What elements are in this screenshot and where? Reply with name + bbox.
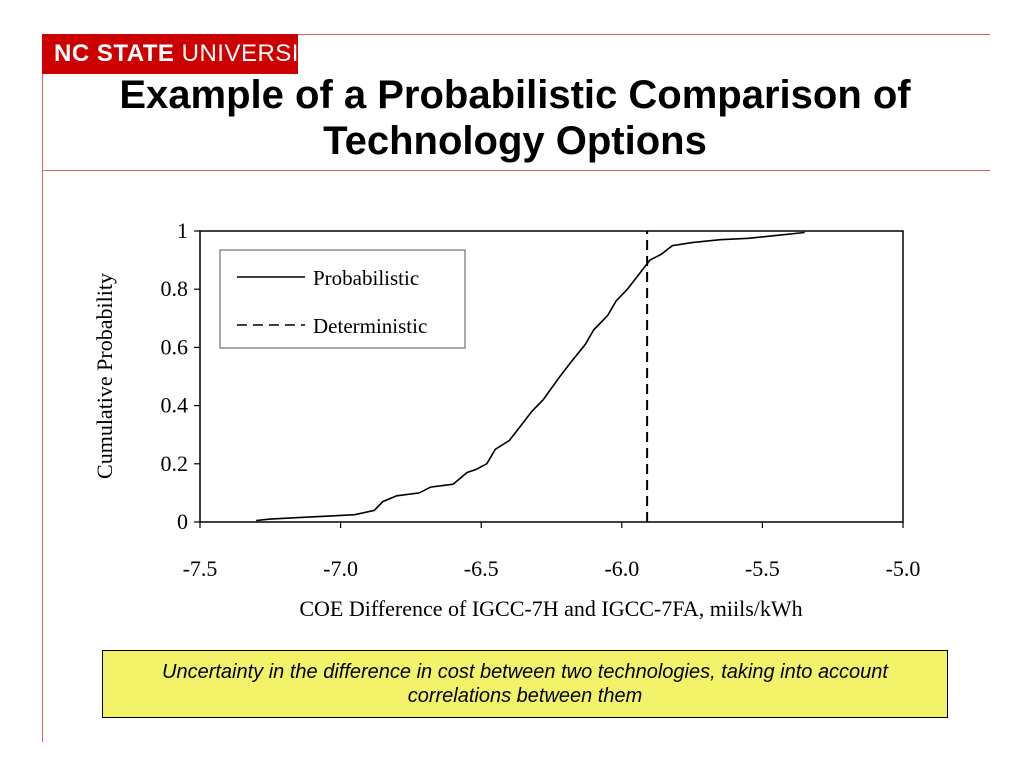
university-logo: NC STATE UNIVERSITY: [42, 34, 330, 74]
legend-label-probabilistic: Probabilistic: [313, 266, 419, 290]
y-tick-label: 0.4: [161, 393, 189, 418]
caption-text: Uncertainty in the difference in cost be…: [162, 661, 888, 707]
y-tick-label: 0.6: [161, 334, 189, 359]
x-tick-label: -5.0: [886, 556, 921, 581]
top-accent-rule: [42, 34, 990, 35]
cdf-chart: 00.20.40.60.81 -7.5 -7.0 -6.5 -6.0 -5.5 -5.0 …: [92, 218, 921, 621]
left-accent-rule: [42, 34, 43, 742]
x-tick-label: -7.5: [183, 556, 218, 581]
x-tick-label: -7.0: [323, 556, 358, 581]
series-line-probabilistic: [256, 231, 805, 522]
legend-label-deterministic: Deterministic: [313, 314, 427, 338]
legend-box: [219, 249, 466, 349]
y-tick-label: 0: [177, 509, 188, 534]
slide-title: Example of a Probabilistic Comparison of…: [119, 73, 911, 163]
y-tick-label: 1: [177, 218, 188, 243]
legend: Probabilistic Deterministic: [219, 249, 466, 349]
title-divider-rule: [42, 170, 990, 171]
caption-box: Uncertainty in the difference in cost be…: [102, 650, 948, 718]
x-tick-label: -6.0: [604, 556, 639, 581]
y-tick-label: 0.8: [161, 276, 189, 301]
x-axis-label: COE Difference of IGCC-7H and IGCC-7FA, …: [299, 596, 802, 621]
brand-light-text: UNIVERSITY: [181, 40, 331, 67]
y-tick-label: 0.2: [161, 451, 189, 476]
brand-bold-text: NC STATE: [54, 40, 175, 67]
plot-area: [199, 230, 904, 523]
x-tick-label: -5.5: [745, 556, 780, 581]
x-tick-label: -6.5: [464, 556, 499, 581]
y-axis-label: Cumulative Probability: [92, 273, 117, 479]
